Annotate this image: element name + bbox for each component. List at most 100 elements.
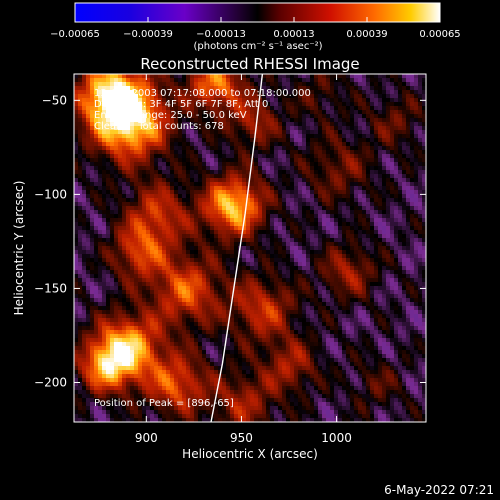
heatmap-cell [310,294,315,299]
heatmap-cell [422,178,426,183]
heatmap-cell [350,82,355,87]
heatmap-cell [234,150,239,155]
heatmap-cell [90,194,95,199]
heatmap-cell [370,270,375,275]
heatmap-cell [162,102,167,107]
heatmap-cell [378,154,383,159]
heatmap-cell [322,74,327,79]
heatmap-cell [142,254,147,259]
heatmap-cell [390,214,395,219]
heatmap-cell [210,122,215,127]
heatmap-cell [278,130,283,135]
heatmap-cell [386,246,391,251]
colorbar-tick-label: 0.00065 [419,29,460,40]
heatmap-cell [110,210,115,215]
heatmap-cell [290,170,295,175]
heatmap-cell [370,146,375,151]
heatmap-cell [86,234,91,239]
heatmap-cell [202,118,207,123]
heatmap-cell [246,274,251,279]
heatmap-cell [170,198,175,203]
heatmap-cell [422,158,426,163]
heatmap-cell [258,122,263,127]
heatmap-cell [326,158,331,163]
heatmap-cell [358,282,363,287]
heatmap-cell [118,114,123,119]
heatmap-cell [90,238,95,243]
heatmap-cell [134,218,139,223]
heatmap-cell [254,298,259,303]
heatmap-cell [210,142,215,147]
heatmap-cell [202,226,207,231]
heatmap-cell [350,290,355,295]
heatmap-cell [258,110,263,115]
heatmap-cell [282,198,287,203]
heatmap-cell [274,86,279,91]
heatmap-cell [194,74,199,79]
heatmap-cell [110,262,115,267]
heatmap-cell [406,290,411,295]
heatmap-cell [122,258,127,263]
heatmap-cell [418,114,423,119]
heatmap-cell [382,98,387,103]
heatmap-cell [322,278,327,283]
heatmap-cell [114,82,119,87]
heatmap-cell [370,234,375,239]
heatmap-cell [402,90,407,95]
heatmap-cell [366,98,371,103]
heatmap-cell [94,174,99,179]
heatmap-cell [366,206,371,211]
heatmap-cell [390,210,395,215]
heatmap-cell [306,254,311,259]
heatmap-cell [314,118,319,123]
heatmap-cell [198,130,203,135]
heatmap-cell [170,86,175,91]
heatmap-cell [214,122,219,127]
heatmap-cell [382,234,387,239]
heatmap-cell [358,198,363,203]
heatmap-cell [334,246,339,251]
heatmap-cell [386,210,391,215]
heatmap-cell [382,194,387,199]
heatmap-cell [126,78,131,83]
heatmap-cell [414,126,419,131]
heatmap-cell [298,258,303,263]
heatmap-cell [162,226,167,231]
heatmap-cell [418,134,423,139]
heatmap-cell [258,242,263,247]
heatmap-cell [214,106,219,111]
heatmap-cell [370,162,375,167]
heatmap-cell [270,270,275,275]
heatmap-cell [326,206,331,211]
heatmap-cell [134,214,139,219]
heatmap-cell [174,134,179,139]
heatmap-cell [102,190,107,195]
heatmap-cell [318,290,323,295]
heatmap-cell [310,134,315,139]
heatmap-cell [182,242,187,247]
heatmap-cell [250,286,255,291]
heatmap-cell [122,130,127,135]
heatmap-cell [234,182,239,187]
heatmap-cell [294,182,299,187]
heatmap-cell [414,186,419,191]
heatmap-cell [170,102,175,107]
heatmap-cell [330,86,335,91]
heatmap-cell [214,210,219,215]
heatmap-cell [278,250,283,255]
heatmap-cell [366,290,371,295]
heatmap-cell [78,130,83,135]
heatmap-cell [98,238,103,243]
heatmap-cell [202,214,207,219]
heatmap-cell [402,190,407,195]
heatmap-cell [146,94,151,99]
heatmap-cell [74,106,79,111]
heatmap-cell [374,82,379,87]
heatmap-cell [262,126,267,131]
heatmap-cell [366,90,371,95]
heatmap-cell [198,110,203,115]
heatmap-cell [250,290,255,295]
heatmap-cell [222,150,227,155]
heatmap-cell [182,210,187,215]
heatmap-cell [222,294,227,299]
